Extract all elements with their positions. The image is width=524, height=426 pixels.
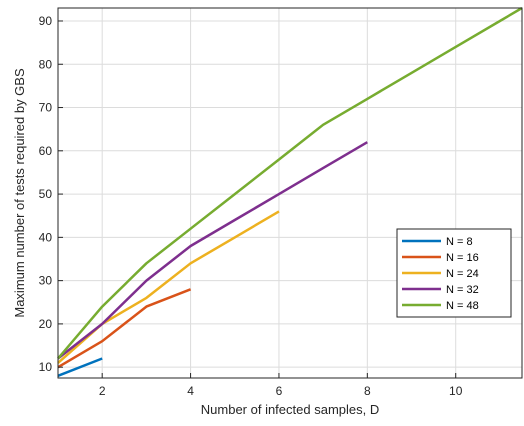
y-tick-label: 20	[39, 317, 53, 331]
x-tick-label: 6	[276, 384, 283, 398]
legend-label: N = 48	[446, 300, 479, 312]
series-line-4	[57, 141, 368, 360]
x-axis-label: Number of infected samples, D	[201, 402, 379, 417]
y-axis-label: Maximum number of tests required by GBS	[12, 68, 27, 318]
series-line-1	[57, 357, 103, 377]
y-tick-label: 90	[39, 14, 53, 28]
series-lines	[57, 6, 523, 377]
grid	[58, 8, 522, 378]
series-line-5	[57, 6, 523, 360]
y-tick-label: 10	[39, 360, 53, 374]
legend: N = 8 N = 16 N = 24 N = 32 N = 48	[396, 228, 512, 318]
y-tick-label: 80	[39, 57, 53, 71]
y-tick-label: 50	[39, 187, 53, 201]
y-tick-label: 60	[39, 144, 53, 158]
legend-label: N = 24	[446, 268, 479, 280]
tick-labels: 2 4 6 8 10 10 20 30 40 50 60 70 80 90	[39, 14, 463, 398]
y-tick-label: 40	[39, 230, 53, 244]
series-line-2	[57, 288, 192, 369]
legend-label: N = 32	[446, 284, 479, 296]
x-tick-label: 2	[99, 384, 106, 398]
y-tick-label: 70	[39, 101, 53, 115]
legend-label: N = 16	[446, 252, 479, 264]
y-tick-label: 30	[39, 274, 53, 288]
legend-label: N = 8	[446, 236, 473, 248]
x-tick-label: 8	[364, 384, 371, 398]
plot-frame	[57, 7, 523, 379]
series-line-3	[57, 210, 280, 364]
x-tick-label: 10	[449, 384, 463, 398]
x-tick-label: 4	[187, 384, 194, 398]
